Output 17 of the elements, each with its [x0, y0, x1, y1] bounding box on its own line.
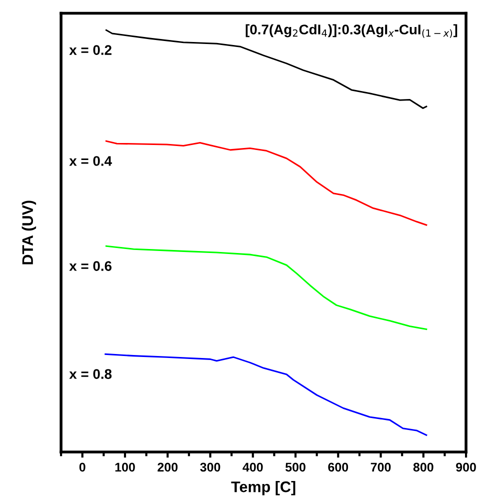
x-tick-label: 100	[115, 462, 135, 472]
chart-title: [0.7(Ag$_{2}$CdI$_{4}$)]:0.3(AgI$_{x}$-CuI$_{(1−x)}$]	[246, 24, 458, 38]
x-tick-label: 800	[413, 462, 434, 472]
x-axis-title: Temp [C]	[231, 481, 296, 496]
x-tick-label: 400	[242, 462, 263, 472]
y-axis-title: DTA (UV)	[22, 200, 36, 264]
series-label: x = 0.6	[69, 261, 112, 271]
x-tick-label: 500	[285, 462, 306, 472]
x-tick-label: 200	[158, 462, 178, 472]
series-label: x = 0.8	[69, 369, 112, 379]
x-tick-label: 0	[79, 462, 86, 472]
x-tick-label: 300	[200, 462, 220, 472]
series-label: x = 0.2	[69, 45, 112, 55]
x-tick-label: 900	[456, 462, 476, 472]
x-tick-label: 600	[328, 462, 348, 472]
x-tick-label: 700	[370, 462, 391, 472]
series-label: x = 0.4	[69, 156, 112, 166]
